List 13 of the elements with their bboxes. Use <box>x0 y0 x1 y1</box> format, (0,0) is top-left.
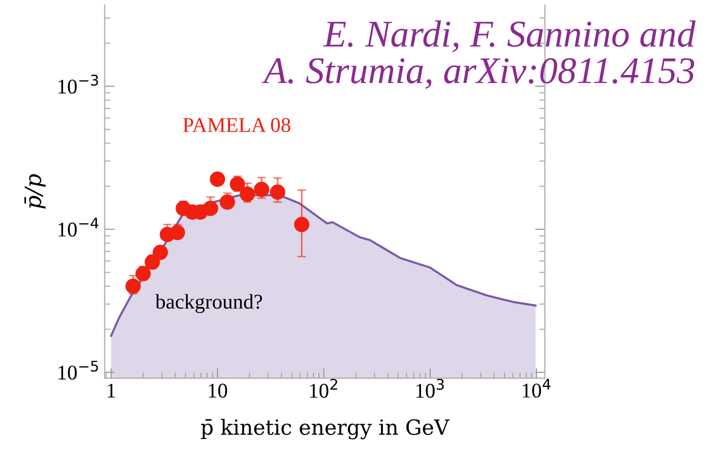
x-tick-label: 10$^{2}$ <box>310 378 338 398</box>
annotation: E. Nardi, F. Sannino and A. Strumia, arXiv:0811.4153 <box>262 20 696 89</box>
y-axis-title: p̄/p <box>24 174 46 209</box>
x-tick-label: 10$^{4}$ <box>522 378 550 398</box>
x-tick-label: 10$^{3}$ <box>416 378 444 398</box>
y-tick-label: 10$^{−5}$ <box>58 360 98 380</box>
y-tick-label: 10$^{−3}$ <box>58 74 98 94</box>
x-axis-title: p̄ kinetic energy in GeV <box>200 418 450 440</box>
x-tick-label: 1 <box>108 384 116 398</box>
annotation: background? <box>155 294 262 314</box>
y-tick-label: 10$^{−4}$ <box>58 218 98 237</box>
x-tick-label: 10 <box>208 384 228 398</box>
text: PAMELA 08 <box>183 118 290 132</box>
